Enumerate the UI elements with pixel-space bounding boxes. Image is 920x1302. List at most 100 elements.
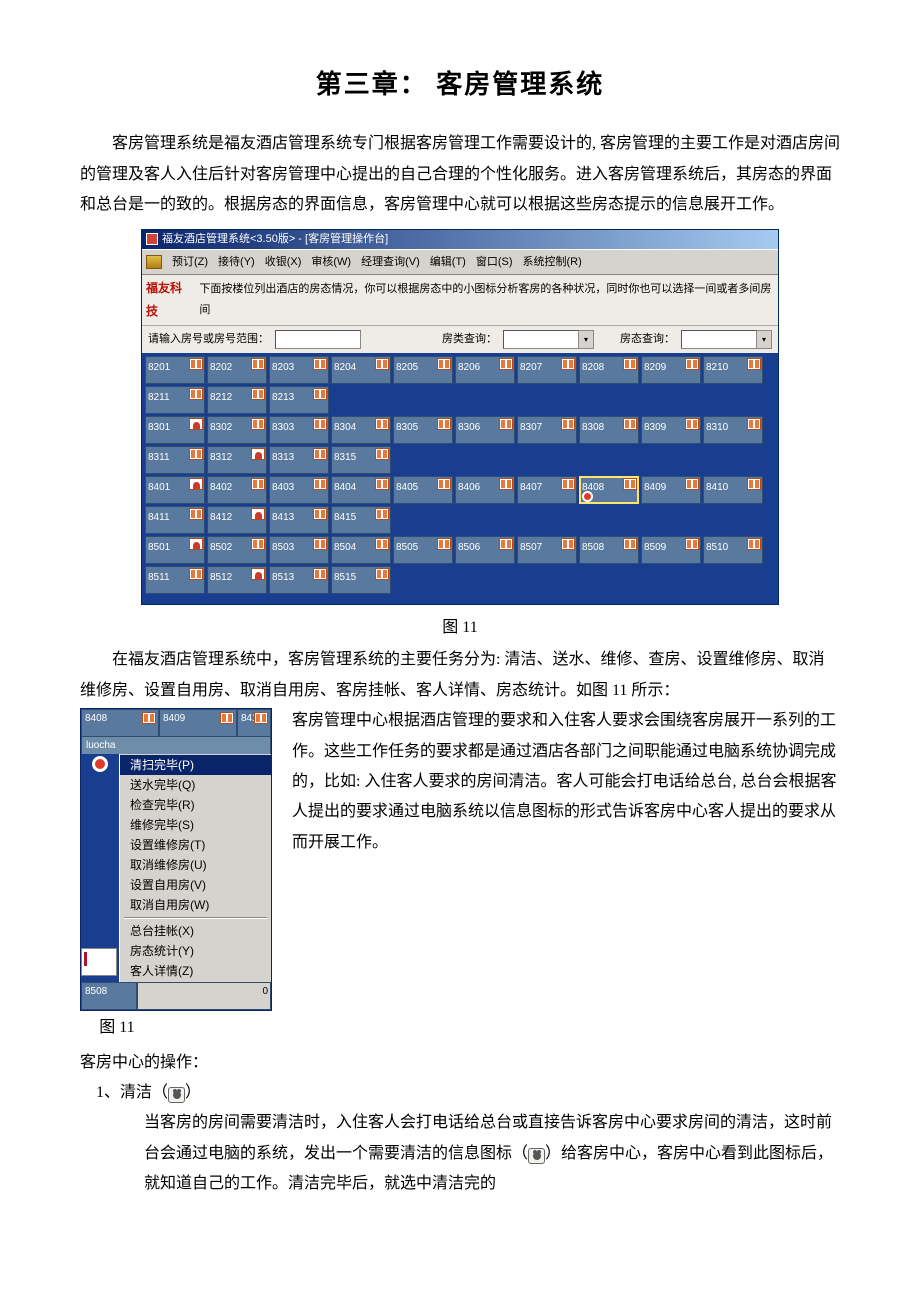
menu-item[interactable]: 预订(Z) [172,252,208,273]
room-cell[interactable]: 8307 [517,416,577,444]
room-status-select[interactable] [681,330,757,349]
room-cell[interactable]: 8409 [641,476,701,504]
context-menu-item[interactable]: 检查完毕(R) [120,795,271,815]
room-cell[interactable]: 8201 [145,356,205,384]
room-cell[interactable]: 8405 [393,476,453,504]
room-cell[interactable]: 8211 [145,386,205,414]
room-cell[interactable]: 8206 [455,356,515,384]
room-cell[interactable]: 8210 [703,356,763,384]
room-number: 8410 [706,478,728,497]
bed-icon [375,448,389,460]
room-cell[interactable]: 8510 [703,536,763,564]
room-cell[interactable]: 8305 [393,416,453,444]
room-cell[interactable]: 8415 [331,506,391,534]
menu-item[interactable]: 窗口(S) [476,252,513,273]
room-cell[interactable]: 8511 [145,566,205,594]
room-cell[interactable]: 8308 [579,416,639,444]
room-cell[interactable]: 8512 [207,566,267,594]
room-cell[interactable]: 8209 [641,356,701,384]
room-cell[interactable]: 8401 [145,476,205,504]
room-cell[interactable]: 8408 [579,476,639,504]
room-cell[interactable]: 8507 [517,536,577,564]
room-cell[interactable]: 8310 [703,416,763,444]
room-range-input[interactable] [275,330,361,349]
bed-icon [313,538,327,550]
bed-icon [747,538,761,550]
room-cell[interactable]: 8408 [81,709,159,737]
room-cell[interactable]: 8409 [159,709,237,737]
room-number: 8211 [148,388,170,407]
room-cell[interactable]: 8207 [517,356,577,384]
room-cell[interactable]: 8515 [331,566,391,594]
room-cell[interactable]: 8410 [237,709,271,737]
menu-item[interactable]: 编辑(T) [430,252,466,273]
room-cell[interactable]: 8502 [207,536,267,564]
context-menu-item[interactable]: 设置维修房(T) [120,835,271,855]
room-cell[interactable]: 8315 [331,446,391,474]
room-cell[interactable]: 8406 [455,476,515,504]
room-cell[interactable]: 8202 [207,356,267,384]
room-cell[interactable]: 8304 [331,416,391,444]
room-cell[interactable]: 8508 [81,982,137,1010]
context-menu-item[interactable]: 客人详情(Z) [120,961,271,981]
room-cell[interactable]: 8306 [455,416,515,444]
room-cell[interactable]: 8504 [331,536,391,564]
person-icon [189,538,203,550]
room-cell[interactable]: 8508 [579,536,639,564]
menu-item[interactable]: 收银(X) [265,252,302,273]
mid-paragraph: 在福友酒店管理系统中，客房管理系统的主要任务分为: 清洁、送水、维修、查房、设置… [80,645,840,706]
context-menu-item[interactable]: 总台挂帐(X) [120,921,271,941]
room-number: 8312 [210,448,232,467]
room-cell[interactable]: 8303 [269,416,329,444]
room-cell[interactable]: 8208 [579,356,639,384]
room-cell[interactable]: 8413 [269,506,329,534]
room-cell[interactable]: 8410 [703,476,763,504]
menu-item[interactable]: 系统控制(R) [523,252,582,273]
context-menu-item[interactable]: 送水完毕(Q) [120,775,271,795]
room-cell[interactable]: 8313 [269,446,329,474]
menu-item[interactable]: 接待(Y) [218,252,255,273]
room-cell[interactable]: 8402 [207,476,267,504]
room-type-select[interactable] [503,330,579,349]
menu-item[interactable]: 审核(W) [311,252,351,273]
room-cell[interactable]: 8311 [145,446,205,474]
bed-icon [189,448,203,460]
room-cell[interactable]: 8509 [641,536,701,564]
room-number: 8411 [148,508,170,527]
room-cell[interactable]: 8403 [269,476,329,504]
room-cell[interactable]: 8513 [269,566,329,594]
context-menu-item[interactable]: 维修完毕(S) [120,815,271,835]
bed-icon [251,358,265,370]
room-cell[interactable]: 8309 [641,416,701,444]
room-cell[interactable]: 8302 [207,416,267,444]
bed-icon [313,478,327,490]
room-cell[interactable]: 8301 [145,416,205,444]
room-cell[interactable]: 8404 [331,476,391,504]
room-cell[interactable]: 8506 [455,536,515,564]
room-cell[interactable]: 8212 [207,386,267,414]
bed-icon [561,358,575,370]
room-number: 8208 [582,358,604,377]
room-cell[interactable]: 8213 [269,386,329,414]
room-cell[interactable]: 8312 [207,446,267,474]
room-cell[interactable]: 8412 [207,506,267,534]
context-menu-item[interactable]: 取消自用房(W) [120,895,271,915]
room-cell[interactable]: 8411 [145,506,205,534]
room-cell[interactable]: 8501 [145,536,205,564]
room-cell[interactable]: 8407 [517,476,577,504]
context-menu-item[interactable]: 设置自用房(V) [120,875,271,895]
chevron-down-icon[interactable]: ▾ [757,330,772,349]
context-menu-item[interactable]: 房态统计(Y) [120,941,271,961]
bed-icon [561,538,575,550]
room-cell[interactable] [81,948,117,976]
room-cell[interactable]: 8505 [393,536,453,564]
room-cell[interactable]: 8204 [331,356,391,384]
menu-item[interactable]: 经理查询(V) [361,252,420,273]
context-menu-item[interactable]: 清扫完毕(P) [120,755,271,775]
room-cell[interactable]: 8205 [393,356,453,384]
context-menu-item[interactable]: 取消维修房(U) [120,855,271,875]
room-cell[interactable]: 8203 [269,356,329,384]
room-cell[interactable]: 8503 [269,536,329,564]
brand-text: 福友科技 [146,277,193,323]
chevron-down-icon[interactable]: ▾ [579,330,594,349]
